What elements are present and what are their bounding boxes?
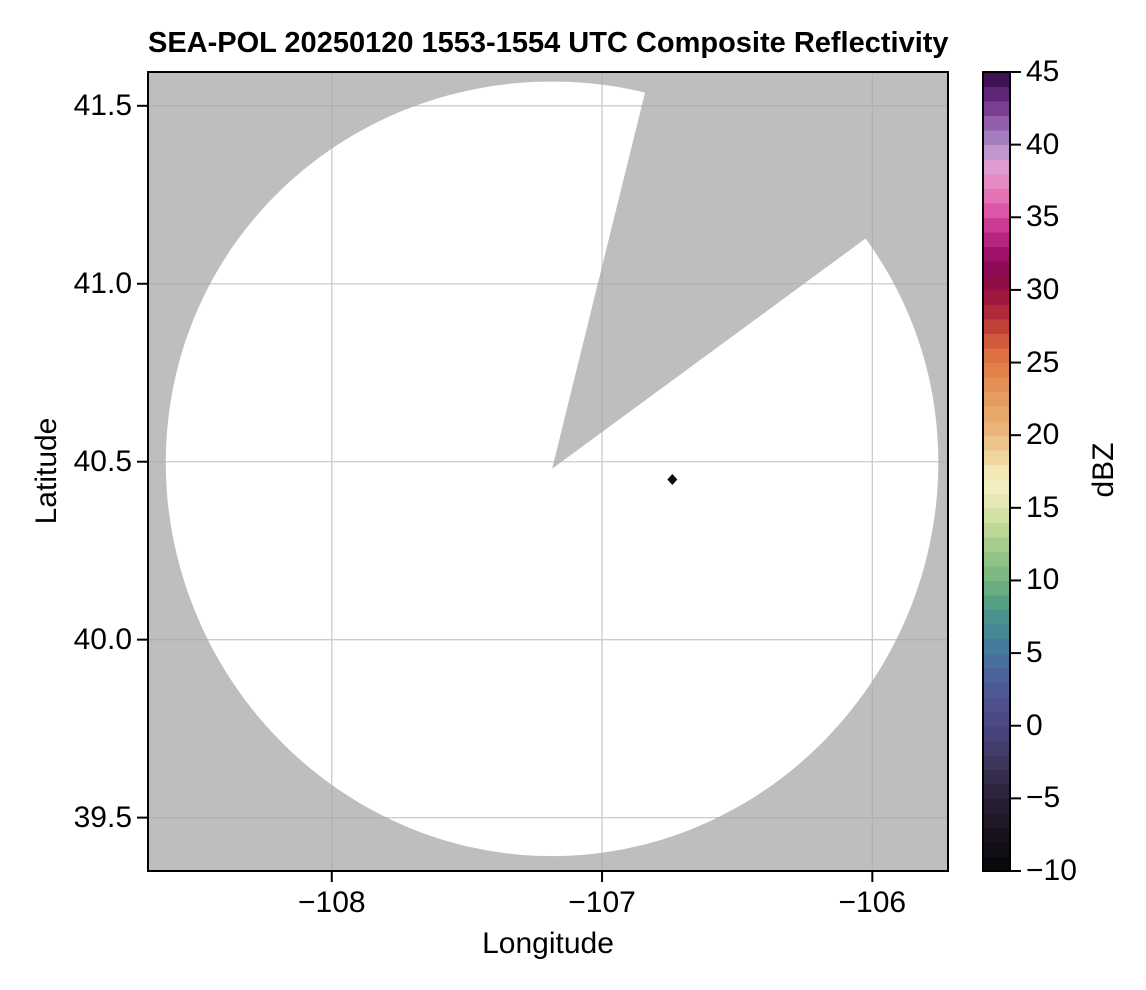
axes-spines: [147, 71, 949, 872]
colorbar-band: [983, 362, 1010, 378]
colorbar-band: [983, 449, 1010, 465]
colorbar-tick-label: 10: [1026, 563, 1060, 597]
colorbar-frame: [982, 71, 1011, 872]
colorbar-band: [983, 159, 1010, 175]
colorbar-band: [983, 638, 1010, 654]
y-tick-label: 41.5: [73, 88, 132, 122]
colorbar-band: [983, 725, 1010, 741]
axis-ticks: [137, 104, 874, 882]
colorbar-band: [983, 377, 1010, 393]
colorbar-band: [983, 260, 1010, 276]
colorbar-band: [983, 827, 1010, 843]
colorbar-ticks: [1011, 71, 1021, 872]
colorbar-band: [983, 420, 1010, 436]
x-axis-label: Longitude: [482, 927, 614, 960]
colorbar-band: [983, 406, 1010, 422]
colorbar-band: [983, 464, 1010, 480]
colorbar-band: [983, 348, 1010, 364]
plot-area: [148, 72, 948, 871]
x-tick-label: −106: [838, 886, 907, 919]
colorbar-band: [983, 231, 1010, 247]
radar-coverage-area: [165, 81, 939, 857]
y-tick-label: 39.5: [73, 800, 132, 834]
colorbar-tick-label: 5: [1026, 636, 1043, 670]
colorbar-band: [983, 435, 1010, 451]
colorbar-band: [983, 173, 1010, 189]
colorbar-band: [983, 624, 1010, 640]
colorbar-band: [983, 798, 1010, 814]
colorbar-band: [983, 609, 1010, 625]
colorbar-band: [983, 115, 1010, 131]
colorbar-tick-label: 25: [1026, 345, 1060, 379]
colorbar-band: [983, 841, 1010, 858]
colorbar-bands: [983, 72, 1010, 872]
colorbar-band: [983, 551, 1010, 567]
colorbar-band: [983, 217, 1010, 233]
colorbar-band: [983, 653, 1010, 669]
colorbar-tick-label: 35: [1026, 200, 1060, 234]
chart-title: SEA-POL 20250120 1553-1554 UTC Composite…: [148, 27, 949, 59]
colorbar-band: [983, 144, 1010, 160]
colorbar-band: [983, 202, 1010, 218]
colorbar-tick-label: 15: [1026, 490, 1060, 524]
colorbar-band: [983, 275, 1010, 291]
colorbar-band: [983, 667, 1010, 683]
colorbar-band: [983, 333, 1010, 349]
colorbar-band: [983, 769, 1010, 785]
y-tick-label: 41.0: [73, 266, 132, 300]
colorbar-band: [983, 711, 1010, 727]
colorbar-band: [983, 188, 1010, 204]
colorbar-band: [983, 740, 1010, 756]
colorbar-band: [983, 507, 1010, 523]
x-tick-label: −108: [297, 886, 366, 919]
colorbar-tick-label: 40: [1026, 127, 1060, 161]
colorbar-band: [983, 318, 1010, 335]
colorbar-band: [983, 536, 1010, 552]
colorbar-tick-label: 30: [1026, 272, 1060, 306]
colorbar-tick-label: −10: [1026, 854, 1077, 887]
y-tick-label: 40.0: [73, 622, 132, 656]
x-tick-label: −107: [568, 886, 636, 919]
colorbar-band: [983, 478, 1010, 494]
colorbar-band: [983, 130, 1010, 146]
colorbar-band: [983, 565, 1010, 582]
colorbar-band: [983, 783, 1010, 799]
colorbar-band: [983, 594, 1010, 611]
colorbar-band: [983, 754, 1010, 770]
colorbar-band: [983, 696, 1010, 712]
gridlines: [148, 72, 948, 871]
colorbar-band: [983, 493, 1010, 509]
colorbar-tick-label: −5: [1026, 781, 1061, 815]
echo-marker: [667, 474, 678, 486]
colorbar-band: [983, 72, 1010, 88]
colorbar-band: [983, 682, 1010, 698]
colorbar-band: [983, 304, 1010, 320]
colorbar-tick-label: 45: [1026, 55, 1060, 88]
colorbar-band: [983, 522, 1010, 538]
colorbar-tick-label: 20: [1026, 418, 1060, 452]
colorbar-band: [983, 391, 1010, 407]
colorbar-band: [983, 246, 1010, 262]
colorbar-band: [983, 86, 1010, 102]
colorbar-axis-label: dBZ: [1087, 442, 1120, 498]
colorbar-band: [983, 289, 1010, 306]
colorbar-tick-label: 0: [1026, 708, 1043, 742]
y-tick-label: 40.5: [73, 444, 132, 478]
colorbar-band: [983, 812, 1010, 829]
colorbar-band: [983, 856, 1010, 872]
colorbar-band: [983, 101, 1010, 117]
colorbar-band: [983, 580, 1010, 596]
